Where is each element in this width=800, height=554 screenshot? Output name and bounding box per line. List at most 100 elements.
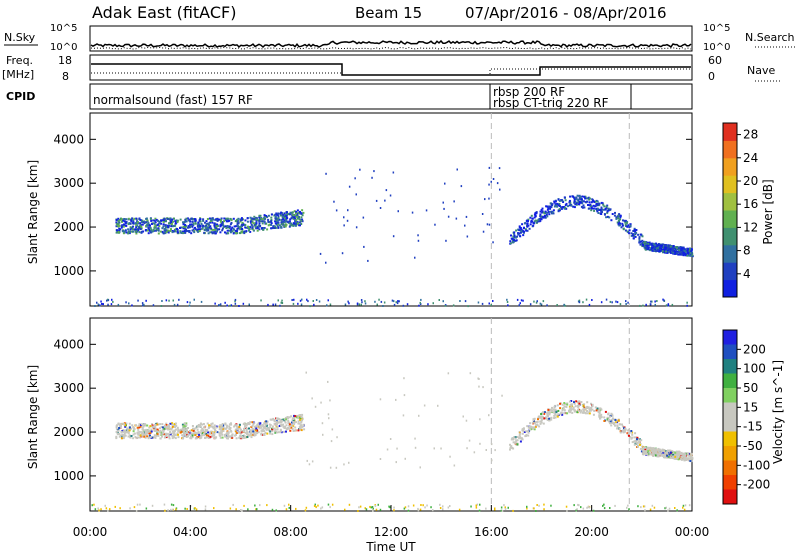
scatter-point [572, 408, 575, 411]
scatter-point [116, 432, 119, 435]
scatter-point [167, 428, 170, 431]
scatter-point [300, 303, 303, 306]
scatter-point [152, 228, 155, 231]
scatter-point [229, 427, 232, 429]
scatter-point [250, 431, 253, 434]
scatter-point [556, 304, 558, 306]
scatter-point [235, 425, 238, 428]
scatter-point [168, 222, 170, 225]
scatter-point [515, 239, 518, 242]
scatter-point [289, 425, 291, 428]
scatter-point [174, 426, 176, 428]
scatter-point [554, 203, 557, 206]
scatter-point [171, 231, 174, 234]
scatter-point [329, 303, 332, 306]
scatter-point [663, 455, 665, 458]
scatter-point [403, 394, 406, 397]
scatter-point [679, 253, 682, 256]
scatter-point [205, 432, 207, 435]
scatter-point [115, 428, 118, 431]
scatter-point [563, 304, 565, 307]
scatter-point [281, 299, 283, 302]
scatter-point [236, 218, 239, 221]
scatter-point [290, 426, 293, 429]
scatter-point [661, 245, 664, 248]
scatter-point [243, 504, 245, 507]
scatter-point [157, 430, 160, 433]
scatter-point [192, 432, 195, 435]
scatter-point [240, 223, 243, 226]
scatter-point [661, 248, 664, 251]
scatter-point [523, 231, 525, 234]
scatter-point [523, 226, 525, 229]
power-colorbar-tick-label: 16 [743, 197, 758, 211]
scatter-point [298, 212, 301, 215]
scatter-point [635, 440, 638, 443]
scatter-point [607, 416, 610, 419]
power-colorbar-segment [723, 244, 737, 263]
scatter-point [420, 298, 422, 301]
scatter-point [123, 423, 125, 426]
scatter-point [618, 423, 621, 426]
scatter-point [162, 225, 165, 228]
scatter-point [149, 217, 152, 220]
scatter-point [102, 303, 104, 306]
scatter-point [153, 219, 156, 222]
scatter-point [575, 203, 578, 206]
scatter-point [616, 424, 619, 427]
scatter-point [184, 227, 187, 230]
scatter-point [292, 421, 295, 423]
scatter-point [644, 241, 647, 243]
scatter-point [112, 300, 114, 303]
scatter-point [689, 254, 692, 257]
scatter-point [523, 222, 526, 225]
scatter-point [533, 213, 536, 216]
scatter-point [240, 431, 243, 434]
scatter-point [275, 417, 278, 420]
scatter-point [265, 424, 268, 427]
scatter-point [537, 418, 539, 421]
scatter-point [168, 299, 170, 302]
scatter-point [175, 219, 178, 222]
scatter-point [127, 228, 130, 231]
scatter-point [619, 222, 622, 225]
scatter-point [154, 426, 157, 429]
scatter-point [439, 503, 441, 506]
scatter-point [259, 220, 262, 223]
scatter-point [434, 223, 436, 226]
scatter-point [520, 231, 523, 234]
scatter-point [261, 218, 264, 221]
scatter-point [150, 222, 153, 225]
scatter-point [235, 229, 237, 232]
scatter-point [582, 404, 585, 407]
scatter-point [154, 226, 157, 229]
scatter-point [234, 300, 236, 303]
scatter-point [142, 433, 145, 436]
scatter-point [627, 429, 630, 432]
scatter-point [607, 215, 609, 218]
scatter-point [533, 507, 535, 510]
scatter-point [551, 410, 553, 413]
scatter-point [210, 430, 213, 433]
scatter-point [221, 436, 224, 439]
scatter-point [634, 432, 637, 435]
scatter-point [196, 428, 199, 431]
scatter-point [162, 433, 165, 436]
scatter-point [573, 504, 575, 507]
scatter-point [153, 226, 156, 229]
scatter-point [226, 424, 229, 427]
scatter-point [285, 430, 287, 433]
scatter-point [642, 304, 644, 307]
scatter-point [157, 434, 160, 437]
scatter-point [568, 400, 571, 403]
scatter-point [281, 212, 284, 215]
scatter-point [355, 226, 358, 229]
scatter-point [417, 239, 420, 242]
scatter-point [296, 414, 299, 417]
scatter-point [122, 429, 125, 432]
scatter-point [295, 215, 298, 218]
scatter-point [286, 416, 289, 418]
scatter-point [558, 199, 561, 202]
scatter-point [290, 415, 293, 418]
scatter-point [259, 504, 261, 507]
